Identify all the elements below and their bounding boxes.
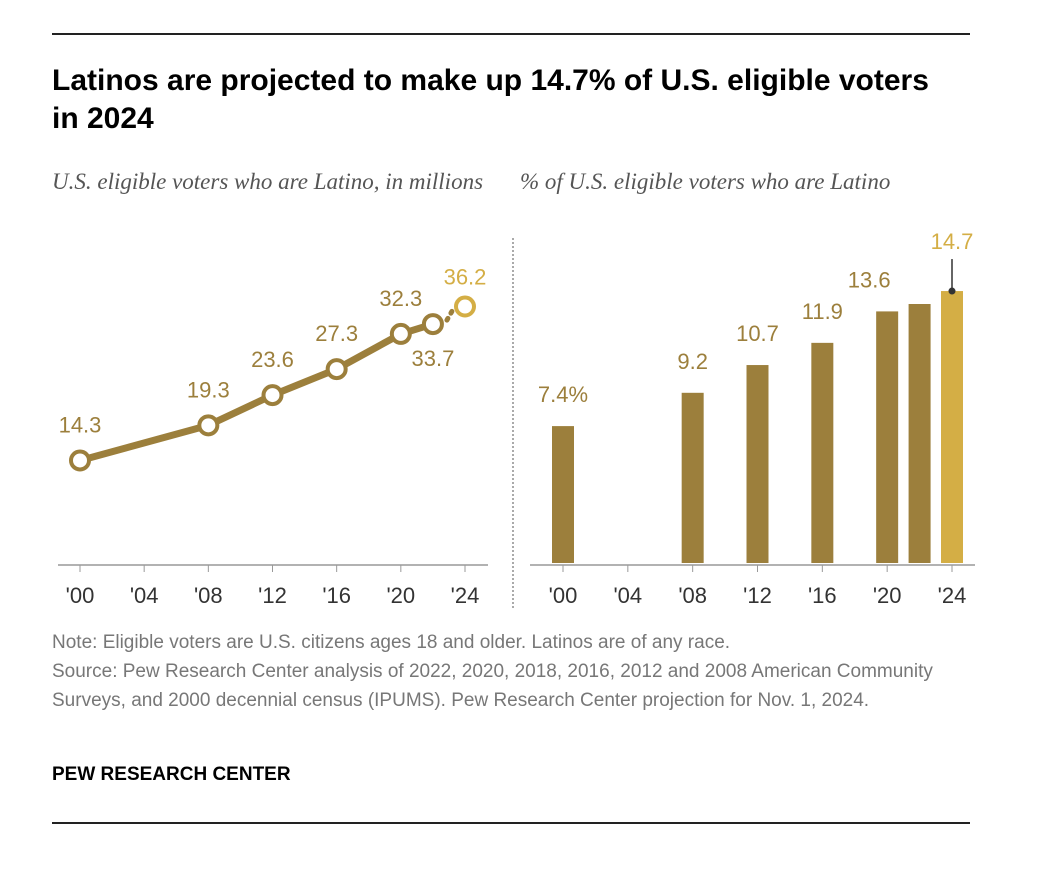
line-point: [69, 449, 91, 472]
line-data-label: 27.3: [315, 321, 358, 346]
line-point: [389, 322, 412, 345]
line-point: [325, 358, 348, 381]
line-point: [421, 313, 444, 336]
bar: [681, 392, 704, 563]
bar: [811, 342, 834, 563]
panel-divider: [512, 238, 514, 608]
bar-data-label: 10.7: [736, 321, 779, 346]
bar-data-label: 11.9: [802, 299, 843, 324]
bar-chart-subtitle: % of U.S. eligible voters who are Latino: [520, 169, 891, 194]
bar-x-tick-label: '12: [743, 583, 772, 608]
projection-dotted-line: [444, 307, 456, 323]
line-x-tick-label: '08: [194, 583, 223, 608]
bar-data-label: 7.4%: [538, 382, 588, 407]
line-x-tick-label: '00: [66, 583, 95, 608]
bar-x-tick-label: '04: [613, 583, 642, 608]
bar-x-tick-label: '24: [938, 583, 967, 608]
source-text: Source: Pew Research Center analysis of …: [52, 661, 933, 711]
bar: [552, 426, 574, 563]
bar-data-label: 9.2: [677, 349, 708, 374]
line-point: [454, 295, 476, 318]
line-chart-subtitle: U.S. eligible voters who are Latino, in …: [52, 169, 484, 194]
line-point: [197, 414, 220, 437]
note-text: Note: Eligible voters are U.S. citizens …: [52, 632, 731, 653]
chart-title: Latinos are projected to make up 14.7% o…: [52, 64, 929, 135]
line-data-label: 36.2: [444, 265, 487, 290]
notes: Note: Eligible voters are U.S. citizens …: [52, 628, 952, 715]
line-data-label: 33.7: [412, 346, 455, 371]
line-data-label: 32.3: [379, 286, 422, 311]
line-x-tick-label: '20: [386, 583, 415, 608]
line-x-tick-label: '24: [451, 583, 480, 608]
line-x-tick-label: '12: [258, 583, 287, 608]
bar: [876, 311, 899, 563]
bar-x-tick-label: '16: [808, 583, 837, 608]
bar-x-tick-label: '08: [678, 583, 707, 608]
line-data-label: 23.6: [251, 347, 294, 372]
bar-x-tick-label: '20: [873, 583, 902, 608]
bar-data-label: 14.7: [931, 229, 974, 254]
brand-logo: PEW RESEARCH CENTER: [52, 764, 291, 785]
line-series: [79, 320, 434, 464]
bar-x-tick-label: '00: [549, 583, 578, 608]
line-x-tick-label: '04: [130, 583, 159, 608]
label-leader-dot: [948, 287, 956, 295]
line-x-tick-label: '16: [322, 583, 351, 608]
line-point: [261, 384, 284, 407]
line-data-label: 19.3: [187, 377, 230, 402]
top-rule: [52, 33, 970, 35]
line-data-label: 14.3: [59, 412, 102, 437]
bar: [908, 304, 931, 563]
bar: [746, 365, 769, 563]
bottom-rule: [52, 822, 970, 824]
bar-data-label: 13.6: [848, 267, 891, 292]
bar: [941, 291, 963, 563]
